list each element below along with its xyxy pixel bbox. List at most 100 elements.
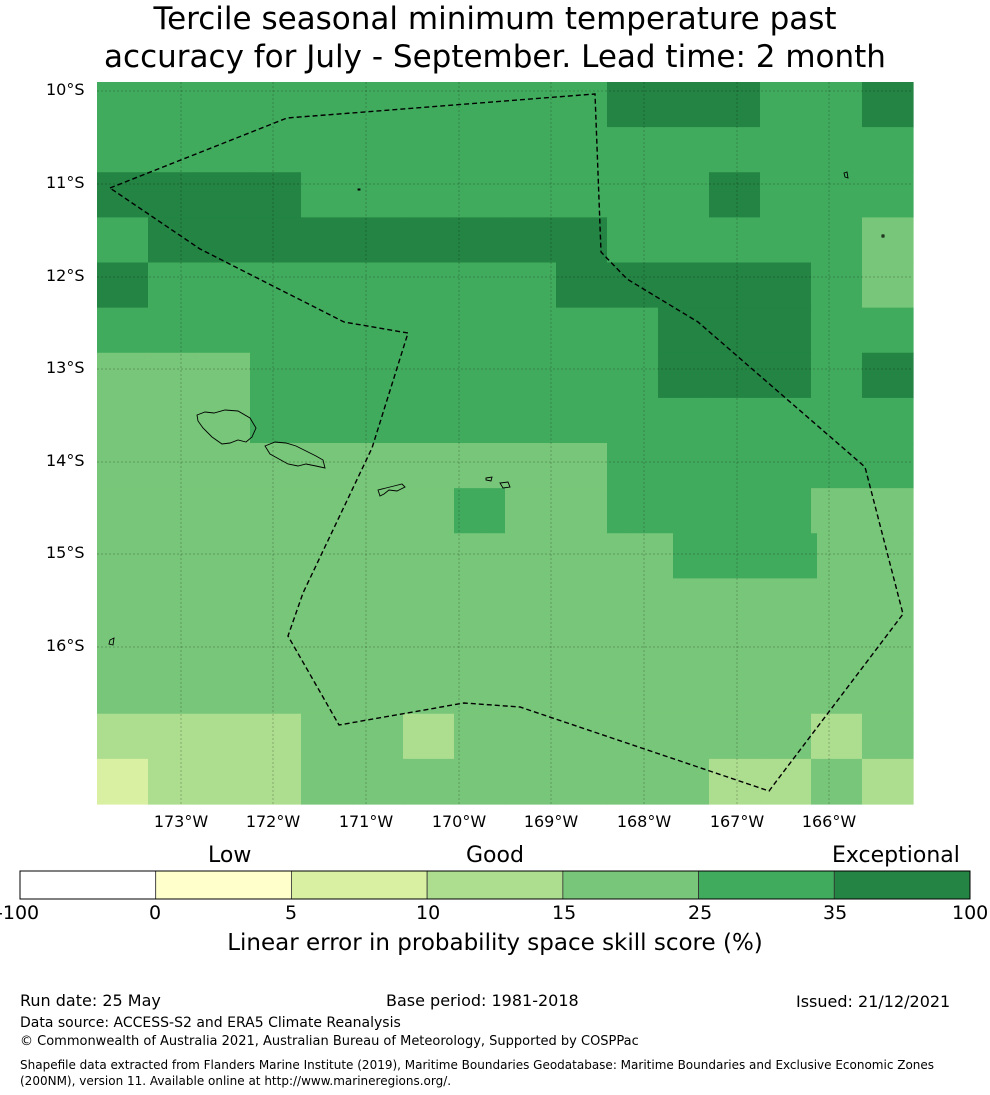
colorbar-segment	[833, 870, 971, 900]
grid-cell	[556, 127, 608, 173]
grid-cell	[403, 352, 455, 399]
island-small-1	[357, 188, 361, 191]
grid-cell	[862, 262, 914, 309]
island-small-2	[843, 171, 849, 179]
grid-cell	[760, 488, 812, 534]
tick-5: 5	[285, 902, 298, 924]
grid-cell	[352, 217, 404, 264]
grid-cell	[607, 758, 659, 805]
grid-cell	[658, 262, 710, 309]
grid-cell	[811, 668, 863, 715]
grid-cell	[352, 127, 404, 173]
grid-cell	[454, 307, 506, 354]
grid-cell	[301, 262, 353, 309]
island-tau	[499, 481, 511, 489]
colorbar-segment	[562, 870, 699, 900]
grid-cell	[454, 217, 506, 264]
grid-cell	[811, 397, 863, 444]
grid-cell	[199, 82, 251, 128]
eez-boundary	[108, 93, 904, 792]
shapefile-credit-line-2: (200NM), version 11. Available online at…	[20, 1074, 452, 1088]
grid-cell	[607, 127, 659, 173]
grid-cell	[403, 668, 455, 715]
grid-cell	[148, 488, 200, 534]
grid-cell	[673, 533, 722, 579]
grid-cell	[403, 82, 455, 128]
island-small-3	[881, 234, 885, 238]
grid-cell	[658, 127, 710, 173]
grid-cell	[607, 262, 659, 309]
category-low: Low	[208, 843, 252, 868]
lon-label-167w: 167°W	[709, 812, 765, 831]
grid-cell	[403, 443, 455, 489]
grid-cell	[454, 623, 506, 670]
grid-cell	[148, 668, 200, 715]
grid-cell	[607, 352, 659, 399]
grid-cell	[811, 352, 863, 399]
grid-cell	[760, 713, 812, 760]
grid-cell	[301, 443, 353, 489]
lat-label-10s: 10°S	[46, 80, 85, 99]
lat-label-11s: 11°S	[46, 173, 85, 192]
grid-cell	[625, 533, 674, 579]
grid-cell	[556, 668, 608, 715]
grid-cell	[862, 172, 914, 218]
grid-cell	[505, 623, 557, 670]
grid-cell	[709, 668, 761, 715]
grid-cell	[97, 82, 149, 128]
lon-label-170w: 170°W	[431, 812, 487, 831]
grid-cell	[505, 307, 557, 354]
grid-cell	[760, 127, 812, 173]
grid-cell	[607, 307, 659, 354]
grid-cell	[811, 758, 863, 805]
grid-cell	[709, 443, 761, 489]
grid-cell	[289, 533, 338, 579]
grid-cell	[250, 623, 302, 670]
grid-cell	[607, 578, 659, 625]
colorbar	[19, 870, 971, 900]
grid-cell	[577, 533, 626, 579]
grid-cell	[709, 352, 761, 399]
grid-cell	[811, 488, 863, 534]
grid-cell	[199, 713, 251, 760]
grid-cell	[862, 307, 914, 354]
grid-cell	[556, 443, 608, 489]
grid-cell	[481, 533, 530, 579]
grid-cell	[862, 578, 914, 625]
grid-cell	[709, 758, 761, 805]
grid-cell	[505, 172, 557, 218]
title-line-1: Tercile seasonal minimum temperature pas…	[153, 1, 837, 37]
grid-cell	[607, 82, 659, 128]
tick-10: 10	[416, 902, 441, 924]
grid-cell	[301, 668, 353, 715]
grid-cell	[199, 127, 251, 173]
graticule	[97, 82, 913, 804]
grid-cell	[454, 82, 506, 128]
grid-cell	[769, 533, 818, 579]
grid-cell	[352, 623, 404, 670]
grid-cell	[607, 713, 659, 760]
grid-cell	[811, 217, 863, 264]
islands	[108, 171, 885, 646]
grid-cell	[250, 217, 302, 264]
grid-cell	[658, 668, 710, 715]
grid-cell	[709, 307, 761, 354]
skill-grid	[97, 82, 914, 805]
tick-100: 100	[952, 902, 989, 924]
grid-cell	[97, 397, 149, 444]
grid-cell	[505, 443, 557, 489]
grid-cell	[505, 127, 557, 173]
grid-cell	[862, 623, 914, 670]
grid-cell	[97, 352, 149, 399]
grid-cell	[337, 533, 386, 579]
grid-cell	[148, 262, 200, 309]
grid-cell	[811, 262, 863, 309]
grid-cell	[556, 352, 608, 399]
grid-cell	[505, 668, 557, 715]
grid-cell	[760, 578, 812, 625]
grid-cell	[454, 127, 506, 173]
grid-cell	[403, 397, 455, 444]
grid-cell	[352, 758, 404, 805]
grid-cell	[250, 713, 302, 760]
base-period: Base period: 1981-2018	[386, 991, 579, 1010]
